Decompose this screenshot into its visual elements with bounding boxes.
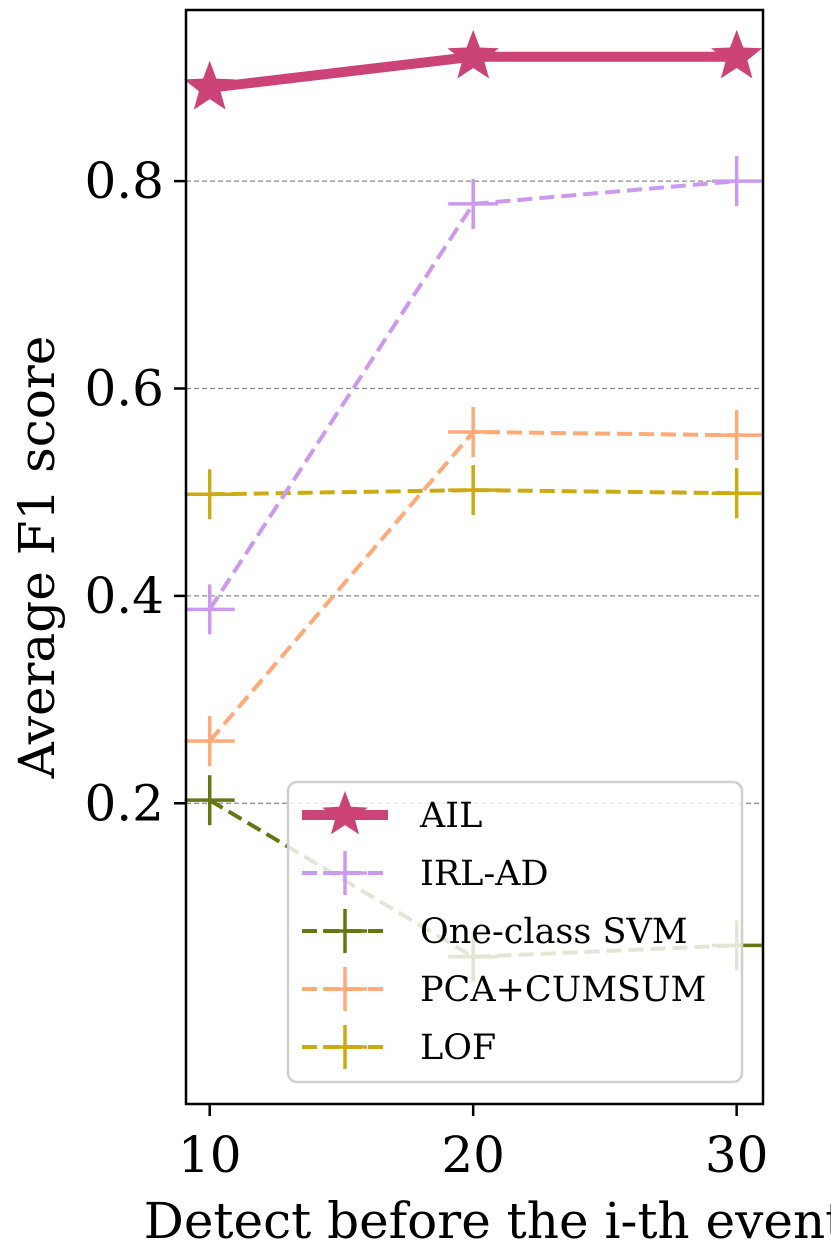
legend-entry-lof: LOF [302, 1025, 496, 1069]
data-point-pca-cumsum [448, 407, 499, 458]
legend-entry-one-class-svm: One-class SVM [302, 909, 688, 953]
data-point-lof [184, 469, 235, 520]
data-point-ail [711, 29, 763, 79]
legend-box [286, 780, 744, 1084]
x-axis-title: Detect before the i-th event [144, 1192, 831, 1250]
legend: AIL IRL-AD One-class SVM PCA+CUMSUM LOF [286, 780, 744, 1084]
legend-entry-pca-cumsum: PCA+CUMSUM [302, 967, 706, 1011]
y-tick-label: 0.4 [84, 567, 164, 625]
legend-label: PCA+CUMSUM [420, 970, 706, 1010]
legend-marker [323, 851, 367, 895]
legend-label: IRL-AD [420, 854, 549, 894]
data-point-irl-ad [184, 584, 235, 635]
x-tick-label: 30 [705, 1126, 769, 1184]
legend-entry-irl-ad: IRL-AD [302, 851, 549, 895]
y-tick-label: 0.6 [84, 359, 164, 417]
legend-label: One-class SVM [420, 912, 688, 952]
data-point-irl-ad [448, 178, 499, 229]
legend-marker [323, 967, 367, 1011]
data-point-one-class-svm [184, 775, 235, 826]
y-tick-label: 0.8 [84, 152, 164, 210]
data-point-ail [447, 29, 499, 79]
axes-frame [184, 8, 765, 1106]
series-pca-cumsum [184, 407, 762, 767]
x-tick-label: 10 [178, 1126, 242, 1184]
series-line-irl-ad [208, 179, 737, 611]
legend-marker [323, 909, 367, 953]
axes: 10 20 30 0.2 0.4 0.6 0.8 Detect before the i-th… [8, 8, 831, 1250]
data-point-irl-ad [711, 156, 762, 207]
series-irl-ad [184, 156, 762, 635]
y-tick-label: 0.2 [84, 774, 164, 832]
series-ail [184, 29, 763, 110]
legend-marker [323, 1025, 367, 1069]
data-point-lof [448, 465, 499, 516]
legend-entry-ail: AIL [302, 791, 482, 836]
data-point-pca-cumsum [184, 716, 235, 767]
legend-label: AIL [419, 796, 482, 836]
legend-label: LOF [420, 1028, 496, 1068]
y-axis-title: Average F1 score [8, 336, 66, 780]
series-lof [184, 465, 762, 520]
x-tick-label: 20 [441, 1126, 505, 1184]
data-point-ail [184, 60, 236, 110]
legend-marker [322, 791, 368, 835]
data-point-lof [711, 468, 762, 519]
data-point-pca-cumsum [711, 410, 762, 461]
